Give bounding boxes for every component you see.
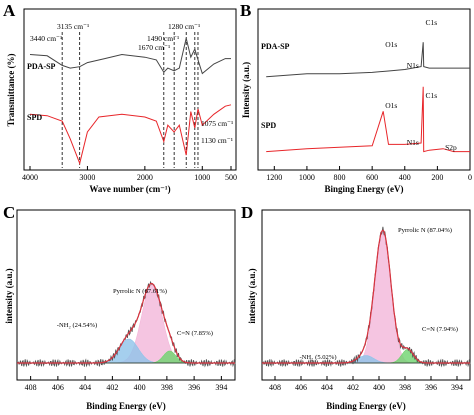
plot-frame-d [261, 209, 471, 381]
peak-label: 3135 cm⁻¹ [57, 22, 89, 31]
panel-letter-a: A [3, 1, 16, 20]
component-label-nh2-c: -NH₂ (24.54%) [57, 322, 97, 329]
panel-letter-b: B [240, 1, 251, 20]
y-axis-title-c: intensity (a.u.) [4, 268, 14, 323]
series-line-spd-a [29, 104, 232, 165]
x-tick-label-a: 2000 [137, 173, 153, 182]
x-tick-label-c: 394 [215, 383, 227, 392]
x-tick-label-c: 396 [188, 383, 200, 392]
x-tick-label-a: 500 [225, 173, 237, 182]
peak-label: 1280 cm⁻¹ [168, 22, 200, 31]
x-tick-label-a: 3000 [79, 173, 95, 182]
peak-label: N1s [407, 138, 419, 147]
x-tick-label-d: 394 [451, 383, 463, 392]
component-label-pyrrolic-d: Pyrrolic N (87.04%) [398, 227, 452, 234]
peak-label: S2p [445, 143, 457, 152]
peak-label: 1130 cm⁻¹ [201, 136, 233, 145]
raw-spectrum-d [261, 226, 471, 368]
component-label-nh2-d: -NH₂ (5.02%) [299, 354, 336, 361]
peak-label: 3440 cm⁻¹ [30, 34, 62, 43]
peak-label: O1s [385, 101, 397, 110]
y-axis-title-b: Intensity (a.u.) [241, 62, 251, 118]
x-tick-label-c: 404 [79, 383, 91, 392]
x-axis-title-c: Binding Energy (eV) [86, 401, 166, 411]
x-tick-label-d: 406 [295, 383, 307, 392]
legend-label-pda-sp-b: PDA-SP [261, 42, 290, 51]
x-tick-label-d: 396 [425, 383, 437, 392]
xps-fit-c [16, 280, 236, 368]
peak-label: N1s [407, 61, 419, 70]
legend-label-pda-sp-a: PDA-SP [27, 62, 56, 71]
x-tick-label-b: 200 [431, 173, 443, 182]
x-tick-label-b: 0 [468, 173, 472, 182]
x-tick-label-c: 400 [134, 383, 146, 392]
panel-c: C 408 406 404 402 400 398 396 394 Binding Energ… [3, 203, 236, 411]
plot-frame-a [23, 8, 237, 171]
fit-envelope-d [262, 229, 470, 364]
peak-label: 1670 cm⁻¹ [138, 43, 170, 52]
panel-d: D 408 406 404 402 400 398 396 394 Binding Energ… [241, 203, 471, 411]
x-tick-label-c: 406 [52, 383, 64, 392]
x-ticks-c: 408 406 404 402 400 398 396 394 [25, 376, 227, 392]
x-tick-label-b: 400 [399, 173, 411, 182]
peak-label: 1490 cm⁻¹ [147, 34, 179, 43]
x-tick-label-b: 600 [366, 173, 378, 182]
fit-component-0-d [262, 230, 470, 364]
x-axis-title-b: Binging Energy (eV) [324, 184, 403, 194]
x-tick-label-d: 408 [269, 383, 281, 392]
x-tick-label-c: 398 [161, 383, 173, 392]
peak-label: 1075 cm⁻¹ [201, 119, 233, 128]
legend-label-spd-a: SPD [27, 113, 42, 122]
x-tick-label-b: 1000 [299, 173, 315, 182]
fit-component-1-c [17, 338, 235, 364]
peak-label: C1s [426, 91, 438, 100]
x-tick-label-d: 404 [321, 383, 333, 392]
x-tick-label-d: 400 [373, 383, 385, 392]
peak-label: C1s [426, 18, 438, 27]
x-tick-label-d: 398 [399, 383, 411, 392]
fit-envelope-c [17, 282, 235, 364]
plot-frame-c [16, 209, 236, 381]
panel-letter-c: C [3, 203, 15, 222]
component-label-pyrrolic-c: Pyrrolic N (67.61%) [113, 288, 167, 295]
x-tick-label-b: 800 [334, 173, 346, 182]
xps-fit-d [261, 226, 471, 368]
plot-frame-b [257, 8, 471, 171]
component-label-cn-c: C=N (7.85%) [177, 330, 213, 337]
x-tick-label-c: 408 [25, 383, 37, 392]
series-line-pda-sp-b [266, 42, 470, 78]
x-tick-label-c: 402 [106, 383, 118, 392]
x-tick-label-a: 4000 [22, 173, 38, 182]
peak-labels-b: O1s N1s C1s O1s N1s C1s S2p [385, 18, 457, 152]
legend-label-spd-b: SPD [261, 121, 276, 130]
y-axis-title-d: intensity (a.u.) [247, 268, 257, 323]
series-line-pda-sp-a [29, 38, 231, 75]
x-tick-label-d: 402 [347, 383, 359, 392]
x-axis-title-d: Binding Energy (eV) [326, 401, 406, 411]
x-tick-label-a: 1000 [194, 173, 210, 182]
x-ticks-b: 1200 1000 800 600 400 200 0 [266, 166, 472, 182]
series-line-spd-b [266, 86, 470, 153]
panel-letter-d: D [241, 203, 253, 222]
panel-b: B 1200 1000 800 600 400 200 0 PDA-SP SPD O1s N1… [240, 1, 472, 194]
x-axis-title-a: Wave number (cm⁻¹) [89, 184, 170, 194]
x-ticks-d: 408 406 404 402 400 398 396 394 [269, 376, 463, 392]
x-ticks-a: 4000 3000 2000 1000 500 [22, 166, 237, 182]
x-tick-label-b: 1200 [266, 173, 282, 182]
component-label-cn-d: C=N (7.94%) [422, 326, 458, 333]
peak-markers-a [61, 32, 199, 168]
y-axis-title-a: Transmittance (%) [6, 53, 16, 126]
panel-a: A 4000 3000 2000 1000 500 PDA-SP SPD 3440 cm… [3, 1, 237, 194]
peak-label: O1s [385, 40, 397, 49]
